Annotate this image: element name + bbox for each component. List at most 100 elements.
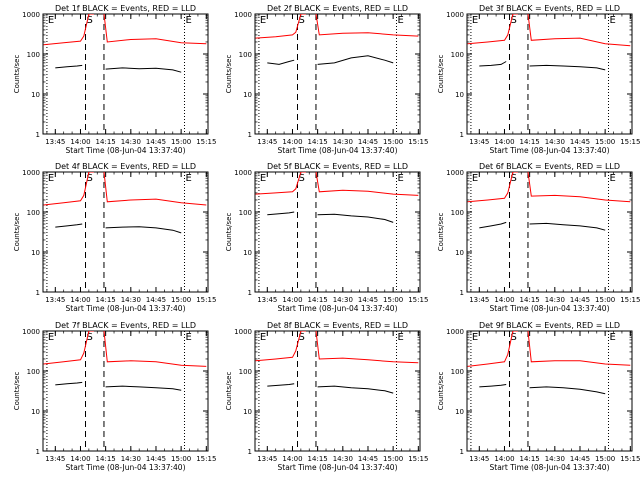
lld-series-line bbox=[315, 331, 419, 364]
plot-frame bbox=[466, 13, 633, 135]
x-tick-label: 14:00 bbox=[494, 296, 514, 304]
events-series-line bbox=[105, 226, 182, 234]
events-series-line bbox=[317, 213, 394, 223]
s-marker-label: S bbox=[511, 15, 517, 26]
lld-series-line bbox=[255, 331, 306, 362]
x-tick-label: 15:15 bbox=[620, 455, 640, 463]
x-tick-label: 15:00 bbox=[595, 296, 615, 304]
e-marker-label: E bbox=[260, 332, 266, 343]
s-marker-label: S bbox=[87, 15, 93, 26]
events-series-line bbox=[529, 222, 606, 231]
x-tick-label: 15:15 bbox=[620, 296, 640, 304]
y-tick-label: 1 bbox=[36, 131, 40, 139]
x-tick-label: 15:15 bbox=[196, 138, 216, 146]
x-tick-label: 14:00 bbox=[494, 138, 514, 146]
e-marker-label: E bbox=[260, 15, 266, 26]
e-marker-label: E bbox=[398, 15, 404, 26]
x-tick-label: 14:30 bbox=[333, 455, 353, 463]
lld-series-line bbox=[315, 14, 419, 37]
x-tick-label: 14:15 bbox=[520, 455, 540, 463]
y-tick-label: 1 bbox=[248, 448, 252, 456]
events-series-line bbox=[55, 223, 83, 228]
events-series-line bbox=[55, 64, 83, 69]
x-tick-label: 14:30 bbox=[545, 138, 565, 146]
x-tick-label: 14:30 bbox=[545, 296, 565, 304]
panel-title: Det 2f BLACK = Events, RED = LLD bbox=[267, 4, 408, 13]
plot-frame bbox=[254, 13, 421, 135]
e-marker-label: E bbox=[472, 15, 478, 26]
x-tick-label: 15:00 bbox=[383, 296, 403, 304]
x-tick-label: 14:00 bbox=[70, 296, 90, 304]
y-tick-label: 10 bbox=[31, 249, 40, 257]
events-series-line bbox=[105, 385, 182, 391]
events-series-line bbox=[479, 221, 507, 229]
x-tick-label: 15:00 bbox=[171, 296, 191, 304]
x-axis-label: Start Time (08-Jun-04 13:37:40) bbox=[66, 146, 186, 155]
x-tick-label: 15:00 bbox=[383, 455, 403, 463]
lld-series-line bbox=[43, 14, 94, 46]
x-tick-label: 14:15 bbox=[308, 138, 328, 146]
x-tick-label: 14:00 bbox=[282, 455, 302, 463]
x-tick-label: 14:45 bbox=[146, 138, 166, 146]
x-axis-label: Start Time (08-Jun-04 13:37:40) bbox=[66, 304, 186, 313]
chart-panel: Det 7f BLACK = Events, RED = LLD 1 10 100 10… bbox=[13, 321, 216, 472]
y-tick-label: 100 bbox=[451, 368, 464, 376]
e-marker-label: E bbox=[398, 173, 404, 184]
lld-series-line bbox=[527, 172, 631, 203]
x-tick-label: 14:00 bbox=[70, 138, 90, 146]
x-axis-label: Start Time (08-Jun-04 13:37:40) bbox=[66, 463, 186, 472]
x-tick-label: 14:45 bbox=[146, 296, 166, 304]
x-tick-label: 14:45 bbox=[570, 455, 590, 463]
y-tick-label: 1 bbox=[36, 448, 40, 456]
chart-panel: Det 4f BLACK = Events, RED = LLD 1 10 100 10… bbox=[13, 162, 216, 313]
x-axis-label: Start Time (08-Jun-04 13:37:40) bbox=[278, 304, 398, 313]
y-tick-label: 100 bbox=[27, 209, 40, 217]
events-series-line bbox=[479, 384, 507, 388]
e-marker-label: E bbox=[398, 332, 404, 343]
chart-panel: Det 2f BLACK = Events, RED = LLD 1 10 100 10… bbox=[225, 4, 428, 155]
y-tick-label: 10 bbox=[455, 91, 464, 99]
x-tick-label: 13:45 bbox=[469, 296, 489, 304]
plot-frame bbox=[466, 330, 633, 452]
x-tick-label: 14:15 bbox=[96, 138, 116, 146]
x-tick-label: 14:00 bbox=[282, 296, 302, 304]
chart-panel: Det 9f BLACK = Events, RED = LLD 1 10 100 10… bbox=[437, 321, 640, 472]
x-tick-label: 15:15 bbox=[408, 138, 428, 146]
lld-series-line bbox=[527, 14, 631, 47]
lld-series-line bbox=[467, 14, 518, 45]
y-axis-label: Counts/sec bbox=[225, 213, 233, 252]
events-series-line bbox=[55, 381, 83, 386]
plot-frame bbox=[42, 171, 209, 293]
panel-title: Det 3f BLACK = Events, RED = LLD bbox=[479, 4, 620, 13]
y-axis-label: Counts/sec bbox=[225, 372, 233, 411]
x-tick-label: 13:45 bbox=[257, 138, 277, 146]
events-series-line bbox=[267, 211, 295, 216]
x-tick-label: 14:45 bbox=[570, 138, 590, 146]
x-axis-label: Start Time (08-Jun-04 13:37:40) bbox=[490, 463, 610, 472]
y-axis-label: Counts/sec bbox=[13, 372, 21, 411]
x-tick-label: 14:45 bbox=[358, 296, 378, 304]
x-tick-label: 13:45 bbox=[257, 296, 277, 304]
x-axis-label: Start Time (08-Jun-04 13:37:40) bbox=[278, 463, 398, 472]
e-marker-label: E bbox=[48, 332, 54, 343]
y-tick-label: 100 bbox=[451, 51, 464, 59]
x-tick-label: 15:00 bbox=[595, 138, 615, 146]
x-tick-label: 14:30 bbox=[121, 296, 141, 304]
x-tick-label: 13:45 bbox=[45, 296, 65, 304]
chart-panel: Det 1f BLACK = Events, RED = LLD 1 10 100 10… bbox=[13, 4, 216, 155]
panel-title: Det 7f BLACK = Events, RED = LLD bbox=[55, 321, 196, 330]
y-tick-label: 1000 bbox=[22, 169, 40, 177]
x-tick-label: 15:00 bbox=[171, 138, 191, 146]
x-tick-label: 13:45 bbox=[45, 138, 65, 146]
lld-series-line bbox=[467, 172, 518, 203]
y-axis-label: Counts/sec bbox=[437, 55, 445, 94]
lld-series-line bbox=[255, 172, 306, 195]
x-tick-label: 15:00 bbox=[171, 455, 191, 463]
y-tick-label: 100 bbox=[27, 368, 40, 376]
y-tick-label: 10 bbox=[243, 408, 252, 416]
y-axis-label: Counts/sec bbox=[437, 372, 445, 411]
y-tick-label: 1000 bbox=[234, 328, 252, 336]
x-tick-label: 14:30 bbox=[333, 138, 353, 146]
y-axis-label: Counts/sec bbox=[225, 55, 233, 94]
y-tick-label: 100 bbox=[239, 51, 252, 59]
